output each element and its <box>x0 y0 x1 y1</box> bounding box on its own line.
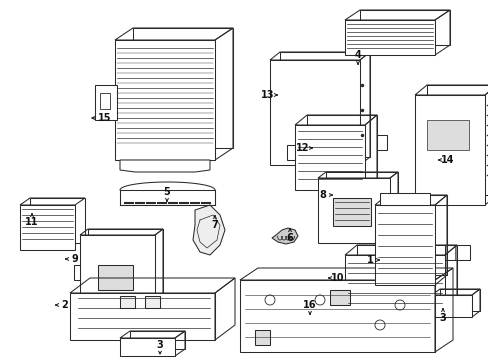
Text: 2: 2 <box>61 300 68 310</box>
Polygon shape <box>269 60 359 165</box>
Polygon shape <box>345 20 434 55</box>
Polygon shape <box>120 160 209 172</box>
Polygon shape <box>80 235 155 315</box>
Polygon shape <box>332 198 370 226</box>
Polygon shape <box>379 193 429 205</box>
Polygon shape <box>345 255 444 315</box>
Polygon shape <box>120 190 215 205</box>
Text: 3: 3 <box>156 340 163 350</box>
Text: 4: 4 <box>354 50 361 60</box>
Text: 7: 7 <box>211 220 218 230</box>
Text: 16: 16 <box>303 300 316 310</box>
Polygon shape <box>70 293 215 340</box>
Polygon shape <box>329 290 349 305</box>
Polygon shape <box>414 95 484 205</box>
Text: 13: 13 <box>261 90 274 100</box>
Polygon shape <box>294 125 364 190</box>
Bar <box>100 93 110 109</box>
Text: 12: 12 <box>296 143 309 153</box>
Bar <box>426 120 468 150</box>
Polygon shape <box>20 205 75 250</box>
Text: 14: 14 <box>440 155 454 165</box>
Text: 5: 5 <box>163 187 170 197</box>
Polygon shape <box>271 228 297 244</box>
Polygon shape <box>115 40 215 160</box>
Polygon shape <box>286 145 294 160</box>
Text: 11: 11 <box>25 217 39 227</box>
Polygon shape <box>349 315 379 327</box>
Polygon shape <box>317 178 389 243</box>
Text: 1: 1 <box>366 255 373 265</box>
Polygon shape <box>98 265 133 290</box>
Text: 9: 9 <box>71 254 78 264</box>
Text: 15: 15 <box>98 113 112 123</box>
Polygon shape <box>120 296 135 308</box>
Polygon shape <box>254 330 269 345</box>
Text: 8: 8 <box>319 190 326 200</box>
Text: 10: 10 <box>330 273 344 283</box>
Polygon shape <box>376 135 386 150</box>
Polygon shape <box>95 85 117 120</box>
Polygon shape <box>120 338 175 356</box>
Polygon shape <box>431 295 471 317</box>
Polygon shape <box>240 280 434 352</box>
Polygon shape <box>74 265 80 280</box>
Polygon shape <box>193 205 224 255</box>
Polygon shape <box>145 296 160 308</box>
Polygon shape <box>374 205 434 285</box>
Text: 3: 3 <box>439 313 446 323</box>
Text: 6: 6 <box>286 233 293 243</box>
